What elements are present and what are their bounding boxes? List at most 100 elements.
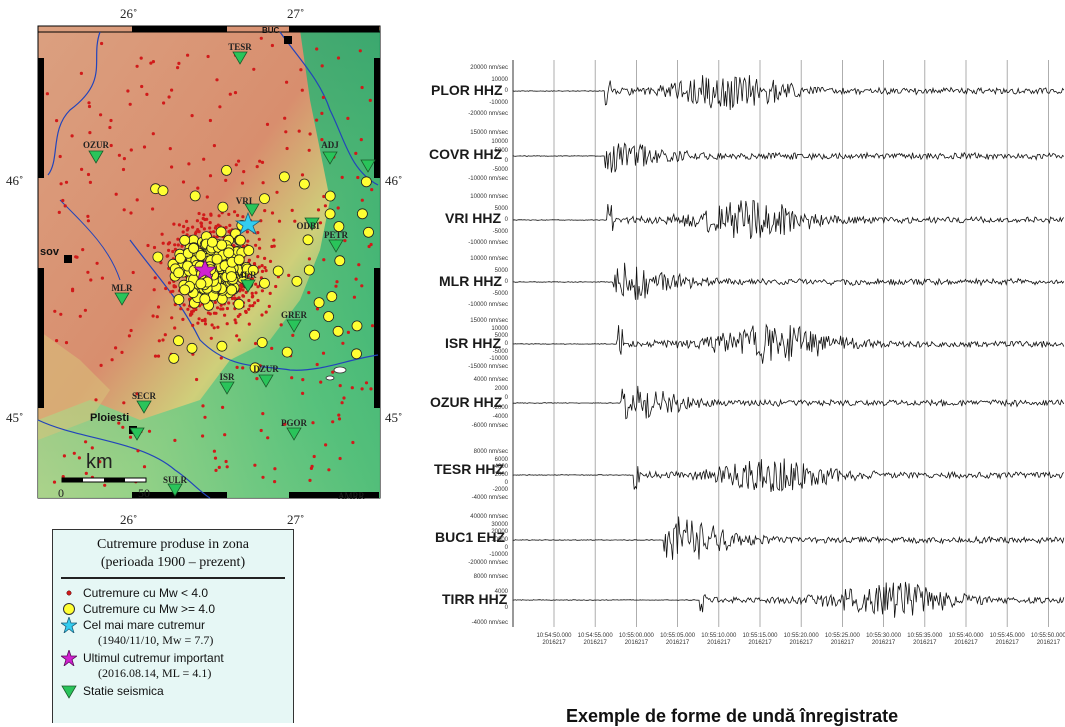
large-quake-circle	[309, 329, 321, 341]
small-quake-dot	[176, 66, 180, 70]
small-quake-dot	[338, 384, 342, 388]
time-tick-label: 10:54:55.000 2016217	[577, 633, 613, 646]
large-quake-circle	[152, 251, 164, 263]
large-quake-circle	[226, 271, 237, 283]
small-quake-dot	[172, 285, 176, 289]
small-quake-dot	[214, 468, 218, 472]
trace-label: VRI HHZ	[445, 210, 501, 226]
frame-tick	[38, 268, 44, 408]
small-quake-dot	[173, 326, 177, 330]
small-quake-dot	[59, 182, 63, 186]
small-quake-dot	[171, 289, 175, 293]
small-quake-dot	[223, 433, 227, 437]
large-quake-circle	[174, 252, 186, 264]
amplitude-tick-label: 0	[504, 341, 508, 347]
small-quake-dot	[259, 36, 263, 40]
small-quake-dot	[225, 465, 229, 469]
waveform-caption: Exemple de forme de undă înregistrate	[566, 706, 899, 726]
time-tick-label: 10:55:40.000 2016217	[948, 633, 984, 646]
large-quake-circle	[256, 337, 268, 348]
small-quake-dot	[260, 289, 264, 293]
small-quake-dot	[90, 446, 94, 450]
small-quake-dot	[120, 350, 124, 354]
large-quake-circle	[233, 298, 245, 310]
small-quake-dot	[320, 111, 324, 115]
small-quake-dot	[247, 298, 251, 303]
small-quake-dot	[270, 211, 275, 215]
time-tick-label: 10:55:35.000 2016217	[907, 633, 943, 646]
small-quake-dot	[307, 291, 311, 295]
seismic-station-triangle	[286, 319, 302, 333]
green-triangle-icon	[61, 685, 77, 699]
small-quake-dot	[55, 119, 59, 123]
trace-label: TIRR HHZ	[442, 591, 508, 607]
small-quake-dot	[161, 338, 165, 342]
small-quake-dot	[98, 460, 102, 464]
small-quake-dot	[241, 294, 246, 298]
small-quake-dot	[260, 313, 264, 317]
amplitude-tick-label: -10000 nm/sec	[468, 240, 508, 246]
small-quake-dot	[322, 194, 326, 199]
amplitude-tick-label: -4000	[492, 413, 508, 420]
large-quake-circle	[217, 201, 229, 213]
river	[59, 199, 121, 281]
largest-quake-star	[234, 211, 262, 235]
small-quake-dot	[310, 464, 314, 468]
small-quake-dot	[162, 101, 166, 105]
small-quake-dot	[225, 322, 229, 326]
waveform-plot	[512, 60, 1065, 627]
river	[279, 31, 379, 186]
small-quake-dot	[261, 475, 265, 479]
scale-bar-segment	[62, 478, 83, 482]
legend-item-latest: Ultimul cutremur important	[61, 650, 293, 666]
large-quake-circle	[179, 284, 191, 296]
lat-tick: 46˚	[385, 173, 403, 188]
map-credit: AMRR	[338, 491, 365, 501]
time-tick-label: 10:55:05.000 2016217	[660, 633, 696, 646]
large-quake-circle	[332, 325, 344, 337]
small-quake-dot	[72, 451, 76, 455]
small-quake-dot	[321, 95, 325, 99]
small-quake-dot	[331, 420, 335, 424]
small-quake-dot	[213, 300, 217, 304]
small-quake-dot	[240, 181, 245, 185]
lon-tick: 27˚	[287, 6, 305, 21]
lon-tick: 26˚	[120, 512, 138, 527]
small-quake-dot	[71, 287, 75, 291]
seismic-station-triangle	[360, 159, 376, 173]
time-tick-label: 10:55:00.000 2016217	[618, 633, 654, 646]
small-quake-dot	[247, 258, 251, 262]
small-quake-dot	[370, 324, 375, 328]
small-quake-dot	[135, 198, 139, 202]
small-quake-dot	[247, 307, 251, 311]
small-quake-dot	[182, 224, 186, 229]
small-quake-dot	[191, 323, 195, 327]
small-quake-dot	[233, 318, 237, 322]
small-quake-dot	[100, 276, 104, 280]
small-quake-dot	[268, 291, 272, 295]
amplitude-tick-label: -10000 nm/sec	[468, 302, 508, 308]
time-tick-label: 10:55:25.000 2016217	[824, 633, 860, 646]
lake	[325, 375, 335, 381]
small-quake-dot	[136, 449, 140, 453]
large-quake-circle	[333, 221, 345, 232]
small-quake-dot	[265, 122, 270, 126]
small-quake-dot	[86, 219, 90, 223]
small-quake-dot	[318, 221, 323, 225]
station-label: VRI	[235, 196, 253, 206]
small-quake-dot	[95, 261, 99, 265]
seismic-station-triangle	[114, 292, 130, 306]
small-quake-dot	[167, 95, 171, 99]
trace-label: ISR HHZ	[445, 335, 501, 351]
small-quake-dot	[209, 336, 213, 340]
seismic-station-triangle	[328, 239, 344, 253]
small-quake-dot	[181, 317, 185, 321]
small-quake-dot	[338, 456, 342, 461]
large-quake-circle	[351, 348, 362, 360]
small-quake-dot	[256, 298, 260, 303]
legend-label: Statie seismica	[83, 684, 164, 698]
small-quake-dot	[117, 153, 121, 157]
small-quake-dot	[142, 145, 147, 149]
lowland-area	[38, 30, 380, 498]
small-quake-dot	[208, 312, 212, 316]
